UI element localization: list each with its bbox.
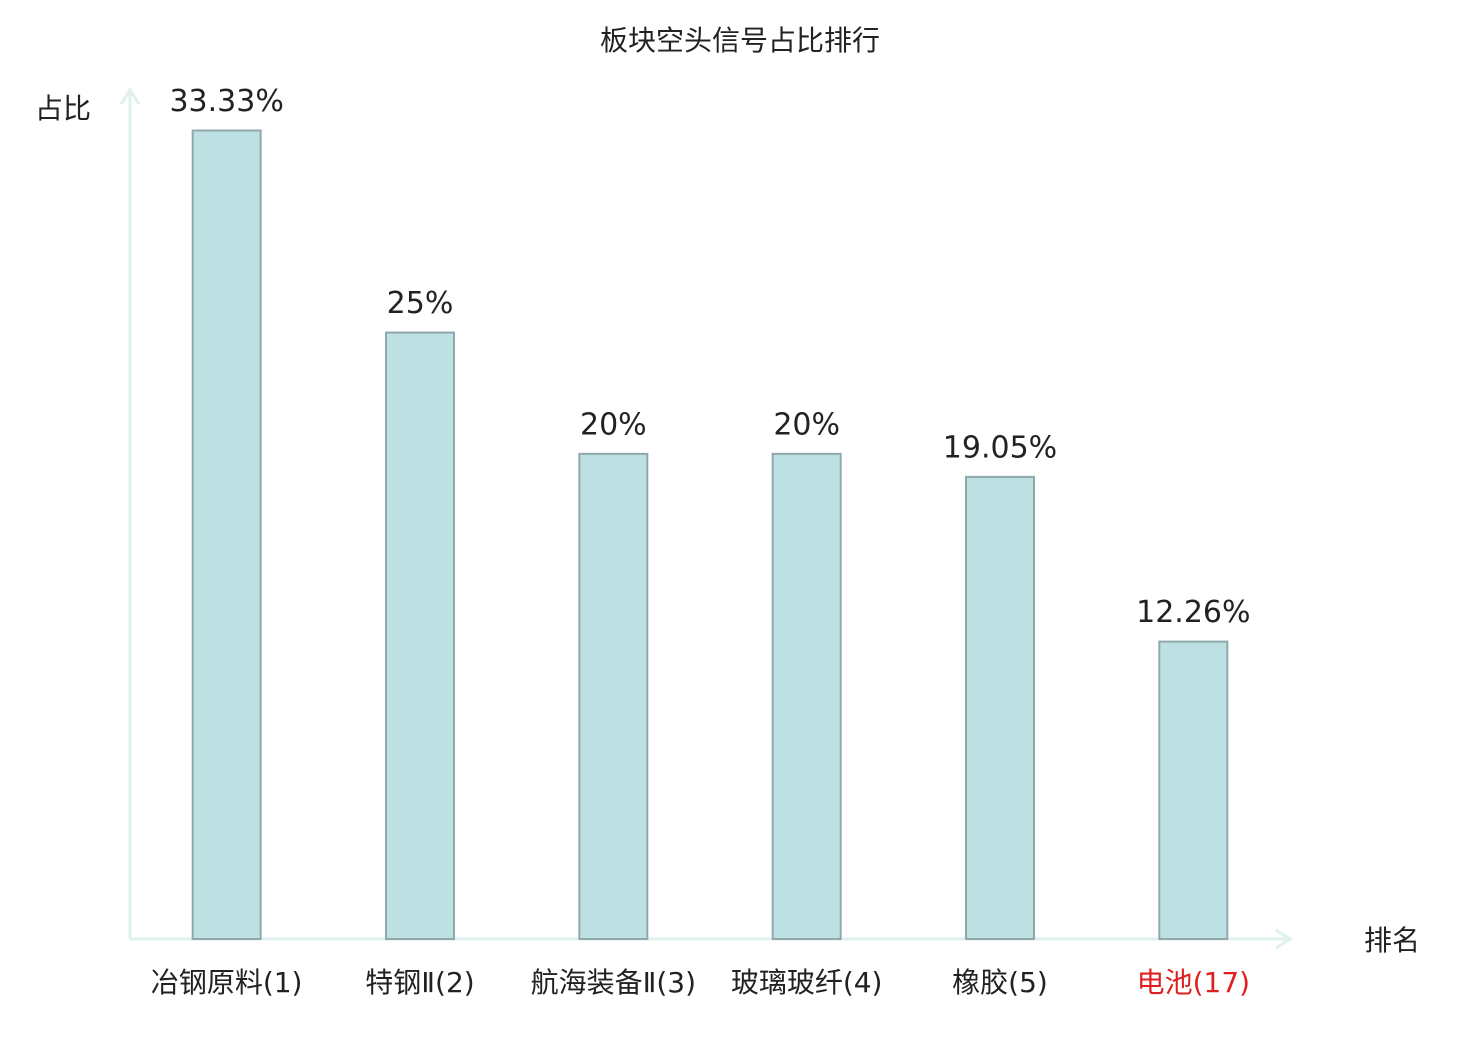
x-tick-label: 特钢Ⅱ(2): [365, 966, 475, 999]
x-tick-label: 冶钢原料(1): [150, 966, 303, 999]
value-label: 25%: [387, 286, 454, 321]
value-label: 19.05%: [943, 430, 1057, 465]
bar: [385, 331, 455, 941]
x-axis-label: 排名: [1364, 924, 1420, 957]
x-tick-label: 橡胶(5): [952, 966, 1048, 999]
bar: [191, 129, 262, 941]
x-tick-label: 玻璃玻纤(4): [730, 966, 883, 999]
x-tick-label: 航海装备Ⅱ(3): [530, 966, 697, 999]
x-tick-label: 电池(17): [1136, 966, 1251, 999]
x-axis-arrow: [1275, 928, 1293, 950]
bar: [1158, 640, 1229, 940]
bar: [771, 452, 842, 940]
value-label: 20%: [773, 407, 840, 442]
value-label: 20%: [580, 407, 647, 442]
bar: [965, 475, 1035, 940]
chart-title: 板块空头信号占比排行: [600, 24, 880, 57]
bar: [578, 452, 649, 940]
y-axis-label: 占比: [35, 92, 91, 125]
value-label: 12.26%: [1136, 595, 1250, 630]
y-axis-arrow: [119, 87, 141, 105]
value-label: 33.33%: [169, 84, 283, 119]
